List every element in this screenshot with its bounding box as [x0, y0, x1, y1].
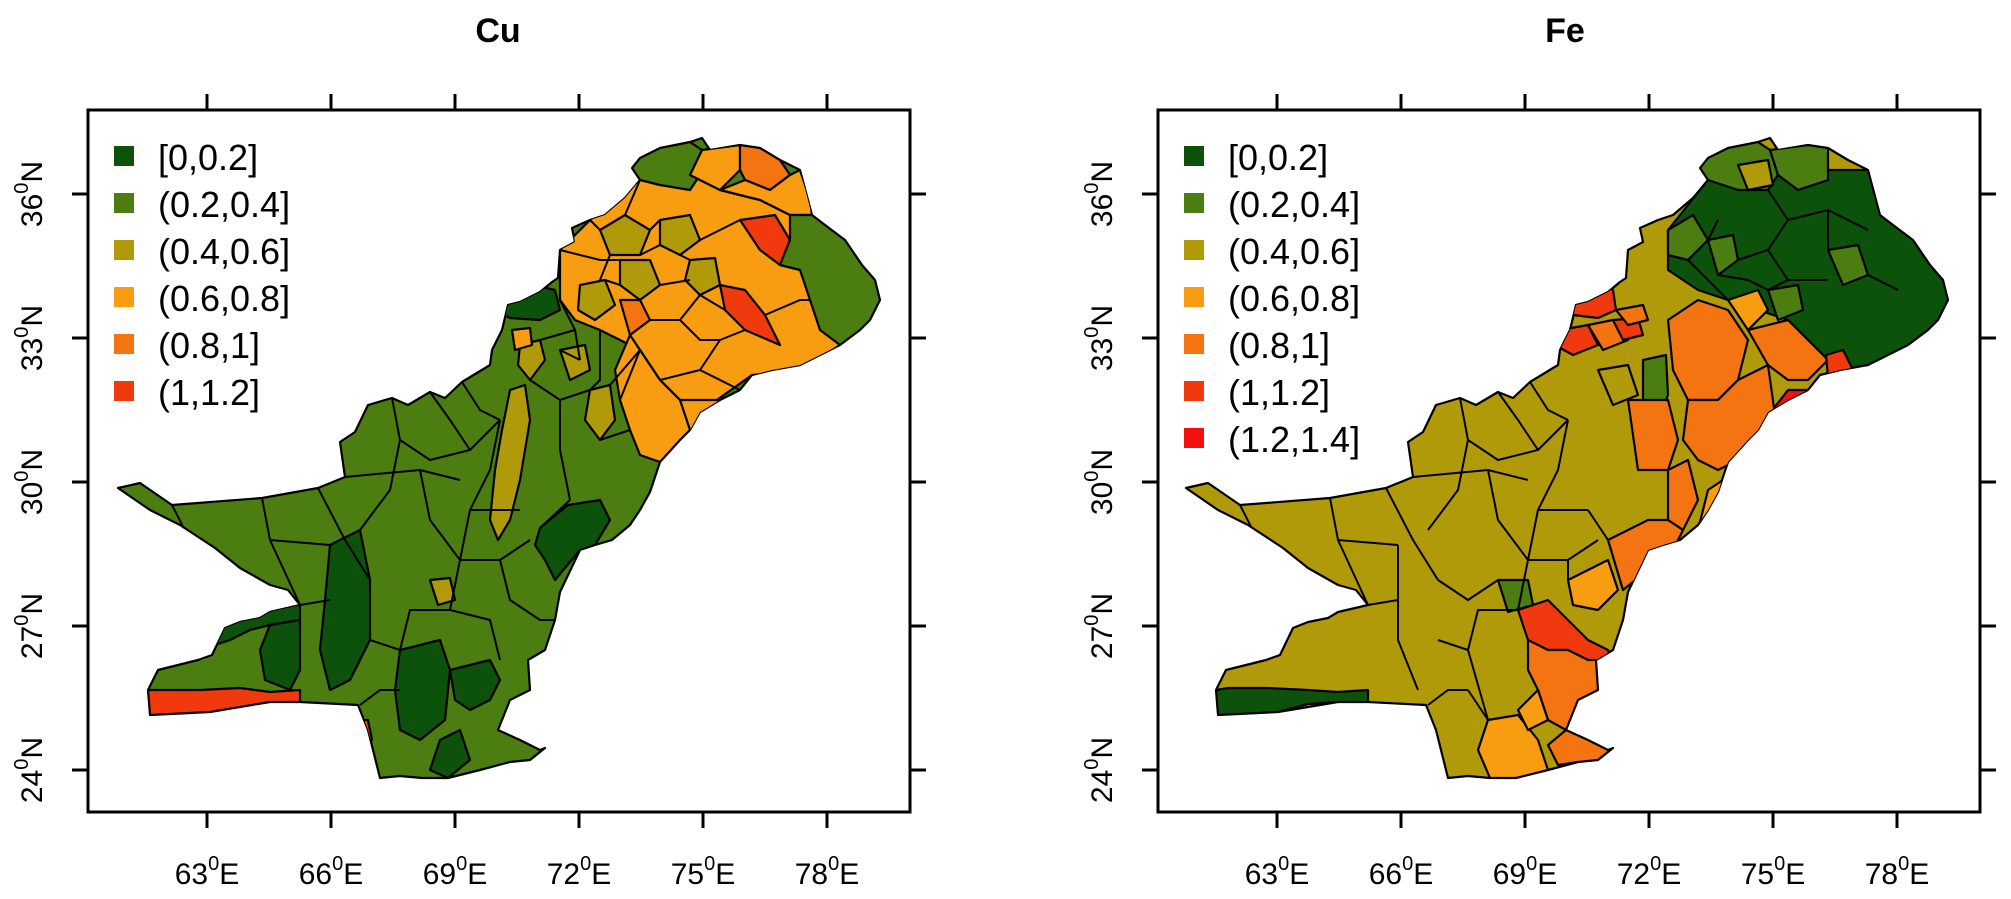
legend-item: (0.6,0.8] [114, 278, 290, 319]
legend-swatch [114, 146, 134, 166]
legend: [0,0.2] (0.2,0.4] (0.4,0.6] (0.6,0.8] (0… [114, 137, 290, 413]
x-tick-label: 660E [299, 853, 364, 891]
map-pakistan [1184, 136, 1950, 780]
map-pakistan [116, 136, 882, 780]
legend-item: [0,0.2] [1184, 137, 1328, 178]
x-tick-label: 660E [1369, 853, 1434, 891]
map-frame [86, 108, 912, 814]
legend-label: (0.4,0.6] [158, 231, 290, 272]
x-tick-label: 690E [423, 853, 488, 891]
legend-swatch [1184, 334, 1204, 354]
legend-label: (1,1.2] [158, 372, 260, 413]
legend-item: (1,1.2] [1184, 372, 1330, 413]
y-axis-right [1980, 192, 1996, 772]
y-tick-label: 360N [1081, 161, 1119, 227]
x-tick-label: 750E [1741, 853, 1806, 891]
y-tick-label: 300N [1081, 449, 1119, 515]
x-axis-bottom: 630E 660E 690E 720E 750E 780E [1245, 812, 1930, 891]
legend-item: (1.2,1.4] [1184, 419, 1360, 460]
legend-swatch [114, 334, 134, 354]
legend-swatch [1184, 240, 1204, 260]
legend-item: (0.4,0.6] [1184, 231, 1360, 272]
x-tick-label: 750E [671, 853, 736, 891]
legend-swatch [114, 287, 134, 307]
y-tick-label: 240N [1081, 737, 1119, 803]
x-tick-label: 780E [1865, 853, 1930, 891]
legend-item: (0.6,0.8] [1184, 278, 1360, 319]
y-axis-left: 240N 270N 300N 330N 360N [1081, 161, 1158, 803]
legend-label: (0.8,1] [158, 325, 260, 366]
x-axis-top [1275, 94, 1899, 110]
legend-item: (1,1.2] [114, 372, 260, 413]
x-tick-label: 780E [795, 853, 860, 891]
legend-item: [0,0.2] [114, 137, 258, 178]
x-tick-label: 630E [175, 853, 240, 891]
x-axis-top [205, 94, 829, 110]
legend-item: (0.2,0.4] [1184, 184, 1360, 225]
legend-label: (0.2,0.4] [158, 184, 290, 225]
legend-label: (1.2,1.4] [1228, 419, 1360, 460]
legend-item: (0.8,1] [114, 325, 260, 366]
panel-title: Cu [475, 12, 520, 50]
x-axis-bottom: 630E 660E 690E 720E 750E 780E [175, 812, 860, 891]
legend: [0,0.2] (0.2,0.4] (0.4,0.6] (0.6,0.8] (0… [1184, 137, 1360, 460]
legend-item: (0.2,0.4] [114, 184, 290, 225]
legend-swatch [1184, 193, 1204, 213]
legend-swatch [1184, 287, 1204, 307]
x-tick-label: 720E [547, 853, 612, 891]
legend-label: (0.8,1] [1228, 325, 1330, 366]
x-tick-label: 630E [1245, 853, 1310, 891]
y-axis-left: 240N 270N 300N 330N 360N [11, 161, 88, 803]
legend-label: [0,0.2] [1228, 137, 1328, 178]
x-tick-label: 690E [1493, 853, 1558, 891]
legend-swatch [114, 240, 134, 260]
legend-swatch [1184, 146, 1204, 166]
legend-label: (0.2,0.4] [1228, 184, 1360, 225]
legend-label: (0.6,0.8] [1228, 278, 1360, 319]
legend-swatch [114, 381, 134, 401]
legend-label: [0,0.2] [158, 137, 258, 178]
x-tick-label: 720E [1617, 853, 1682, 891]
panel-title: Fe [1545, 12, 1585, 50]
legend-label: (1,1.2] [1228, 372, 1330, 413]
legend-swatch [1184, 381, 1204, 401]
legend-label: (0.4,0.6] [1228, 231, 1360, 272]
y-tick-label: 270N [11, 593, 49, 659]
y-tick-label: 360N [11, 161, 49, 227]
legend-item: (0.4,0.6] [114, 231, 290, 272]
y-tick-label: 300N [11, 449, 49, 515]
y-axis-right [910, 192, 926, 772]
y-tick-label: 330N [1081, 305, 1119, 371]
y-tick-label: 240N [11, 737, 49, 803]
y-tick-label: 270N [1081, 593, 1119, 659]
panel-fe: Fe [1081, 12, 1996, 891]
map-frame [1156, 108, 1982, 814]
legend-swatch [1184, 428, 1204, 448]
legend-item: (0.8,1] [1184, 325, 1330, 366]
legend-label: (0.6,0.8] [158, 278, 290, 319]
legend-swatch [114, 193, 134, 213]
y-tick-label: 330N [11, 305, 49, 371]
panel-cu: Cu [11, 12, 926, 891]
